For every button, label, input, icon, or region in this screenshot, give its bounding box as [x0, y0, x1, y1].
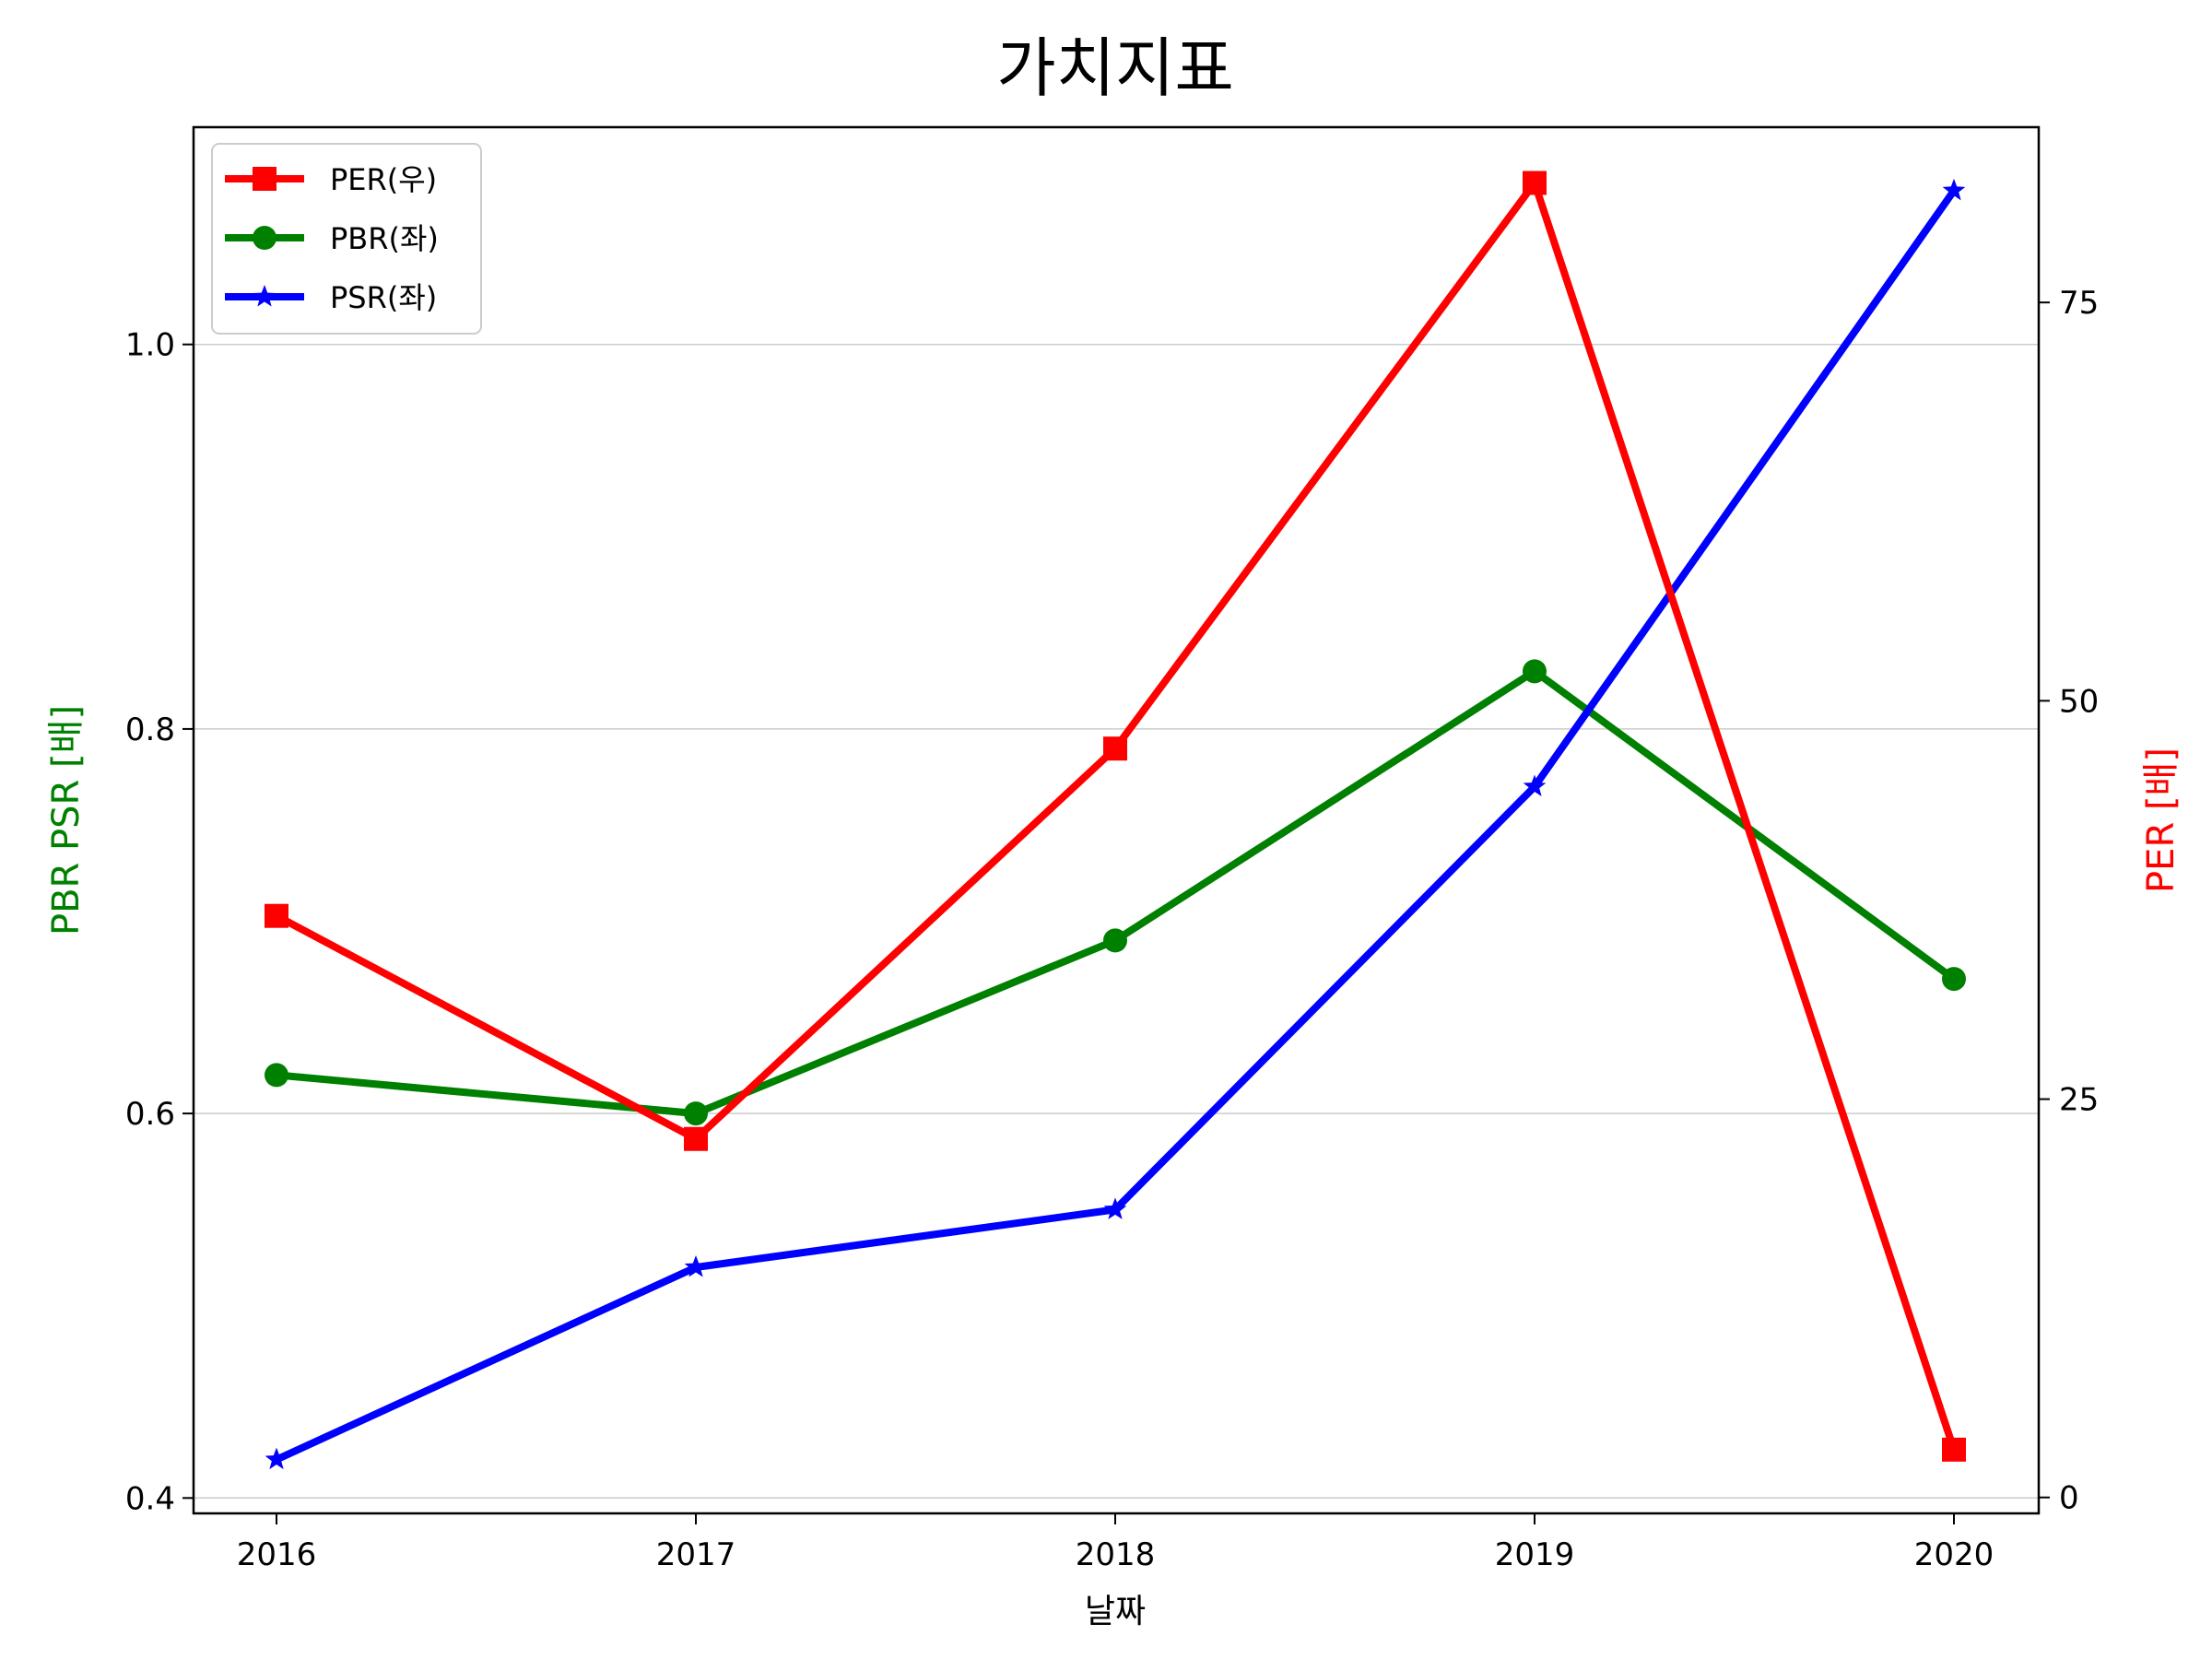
legend-label: PBR(좌): [330, 221, 439, 256]
data-point-star: [684, 1254, 708, 1277]
series-line-square: [273, 179, 1958, 1453]
left-y-tick-label: 1.0: [125, 327, 175, 364]
data-point-circle: [684, 1101, 708, 1126]
axes: 0.4 0.6 0.8 1.0 0 25 50 75 2016 2017 2018 2019 2020: [125, 285, 2099, 1573]
data-point-square: [684, 1126, 708, 1151]
left-y-tick-label: 0.8: [125, 712, 175, 748]
left-y-tick-label: 0.6: [125, 1096, 175, 1133]
data-point-star: [265, 1447, 288, 1470]
data-point-circle: [265, 1063, 288, 1088]
data-point-square: [1103, 736, 1127, 761]
right-y-axis-label: PER [배]: [2140, 747, 2183, 893]
data-point-square: [265, 903, 288, 928]
right-y-tick-label: 75: [2059, 285, 2099, 322]
legend-marker: [253, 226, 276, 250]
data-point-star: [1523, 774, 1547, 797]
right-y-tick-label: 25: [2059, 1082, 2099, 1119]
data-point-circle: [1103, 928, 1127, 953]
series-line-star: [273, 186, 1958, 1464]
series-layer: [265, 171, 1966, 1470]
data-point-circle: [1523, 659, 1547, 684]
x-tick-label: 2017: [656, 1536, 736, 1573]
legend-label: PER(우): [330, 162, 437, 197]
right-y-tick-label: 0: [2059, 1480, 2079, 1517]
right-y-tick-label: 50: [2059, 683, 2099, 720]
left-y-axis-label: PBR PSR [배]: [45, 705, 88, 935]
data-point-star: [1942, 178, 1966, 201]
x-tick-label: 2018: [1076, 1536, 1156, 1573]
legend-marker: [253, 167, 276, 191]
grid: [194, 343, 2039, 1500]
x-tick-label: 2019: [1495, 1536, 1575, 1573]
x-axis-label: 날짜: [1085, 1593, 1146, 1630]
data-point-circle: [1942, 967, 1966, 992]
data-point-star: [1103, 1197, 1127, 1219]
x-tick-label: 2016: [237, 1536, 317, 1573]
legend-box: [211, 143, 482, 335]
legend-label: PSR(좌): [330, 280, 437, 315]
legend-marker: [253, 285, 276, 307]
data-point-square: [1523, 171, 1547, 195]
x-tick-label: 2020: [1914, 1536, 1994, 1573]
data-point-square: [1942, 1437, 1966, 1462]
left-y-tick-label: 0.4: [125, 1480, 175, 1517]
plot-frame: [192, 125, 2041, 1515]
chart-title: 가치지표: [996, 30, 1234, 106]
legend: PER(우) PBR(좌) PSR(좌): [211, 143, 482, 335]
